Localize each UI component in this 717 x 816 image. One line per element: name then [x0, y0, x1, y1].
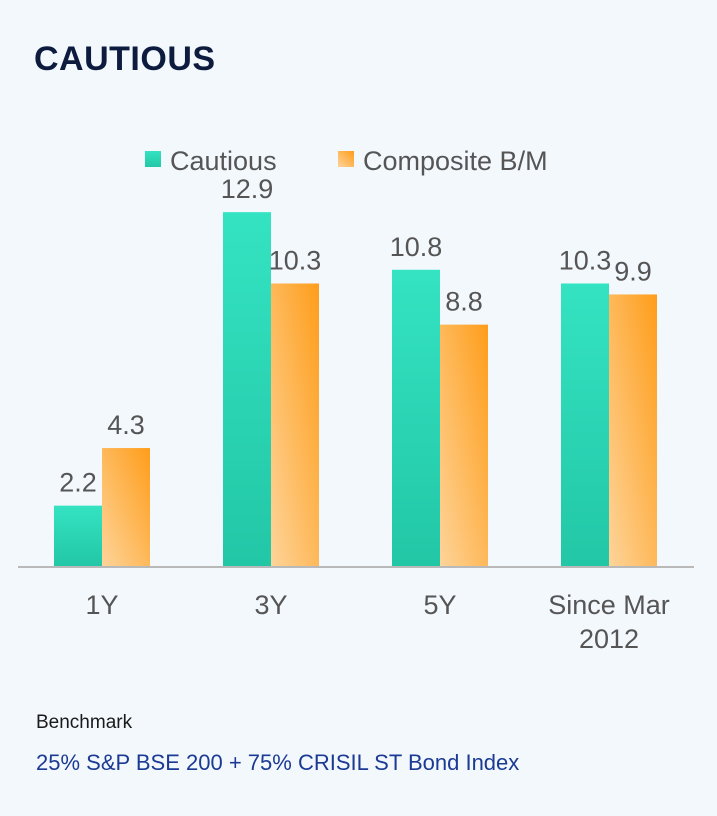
legend-swatch-cautious	[145, 151, 161, 167]
bar-chart: Cautious Composite B/M 2.2 4.3 12.9 10.3 10.8…	[18, 146, 694, 654]
legend-swatch-composite	[338, 151, 354, 167]
data-label-cautious: 10.8	[390, 232, 443, 262]
data-label-cautious: 12.9	[221, 174, 274, 204]
data-label-composite: 10.3	[269, 245, 322, 275]
chart-legend: Cautious Composite B/M	[145, 146, 548, 176]
data-label-cautious: 10.3	[559, 245, 612, 275]
data-label-cautious: 2.2	[59, 468, 97, 498]
bar-composite	[102, 448, 150, 566]
bar-cautious	[561, 283, 609, 566]
x-tick-label: 3Y	[254, 590, 287, 620]
x-tick-label: Since Mar 2012	[548, 590, 670, 654]
benchmark-label: Benchmark	[36, 712, 133, 733]
bar-cautious	[223, 212, 271, 566]
chart-title: CAUTIOUS	[34, 40, 216, 78]
bar-composite	[609, 294, 657, 566]
legend-label-composite: Composite B/M	[363, 146, 548, 176]
legend-label-cautious: Cautious	[170, 146, 277, 176]
bars-group: 2.24.312.910.3 10.88.810.3 9.9	[54, 174, 657, 566]
x-tick-labels: 1Y 3Y 5Y Since Mar 2012	[85, 590, 669, 654]
data-label-composite: 4.3	[107, 410, 145, 440]
data-label-composite: 8.8	[445, 287, 483, 317]
bar-cautious	[392, 269, 440, 566]
bar-composite	[271, 283, 319, 566]
x-tick-label: 1Y	[85, 590, 118, 620]
x-tick-label: 5Y	[423, 590, 456, 620]
bar-composite	[440, 324, 488, 566]
data-label-composite: 9.9	[614, 256, 652, 286]
benchmark-value: 25% S&P BSE 200 + 75% CRISIL ST Bond Ind…	[36, 750, 520, 775]
bar-cautious	[54, 505, 102, 566]
